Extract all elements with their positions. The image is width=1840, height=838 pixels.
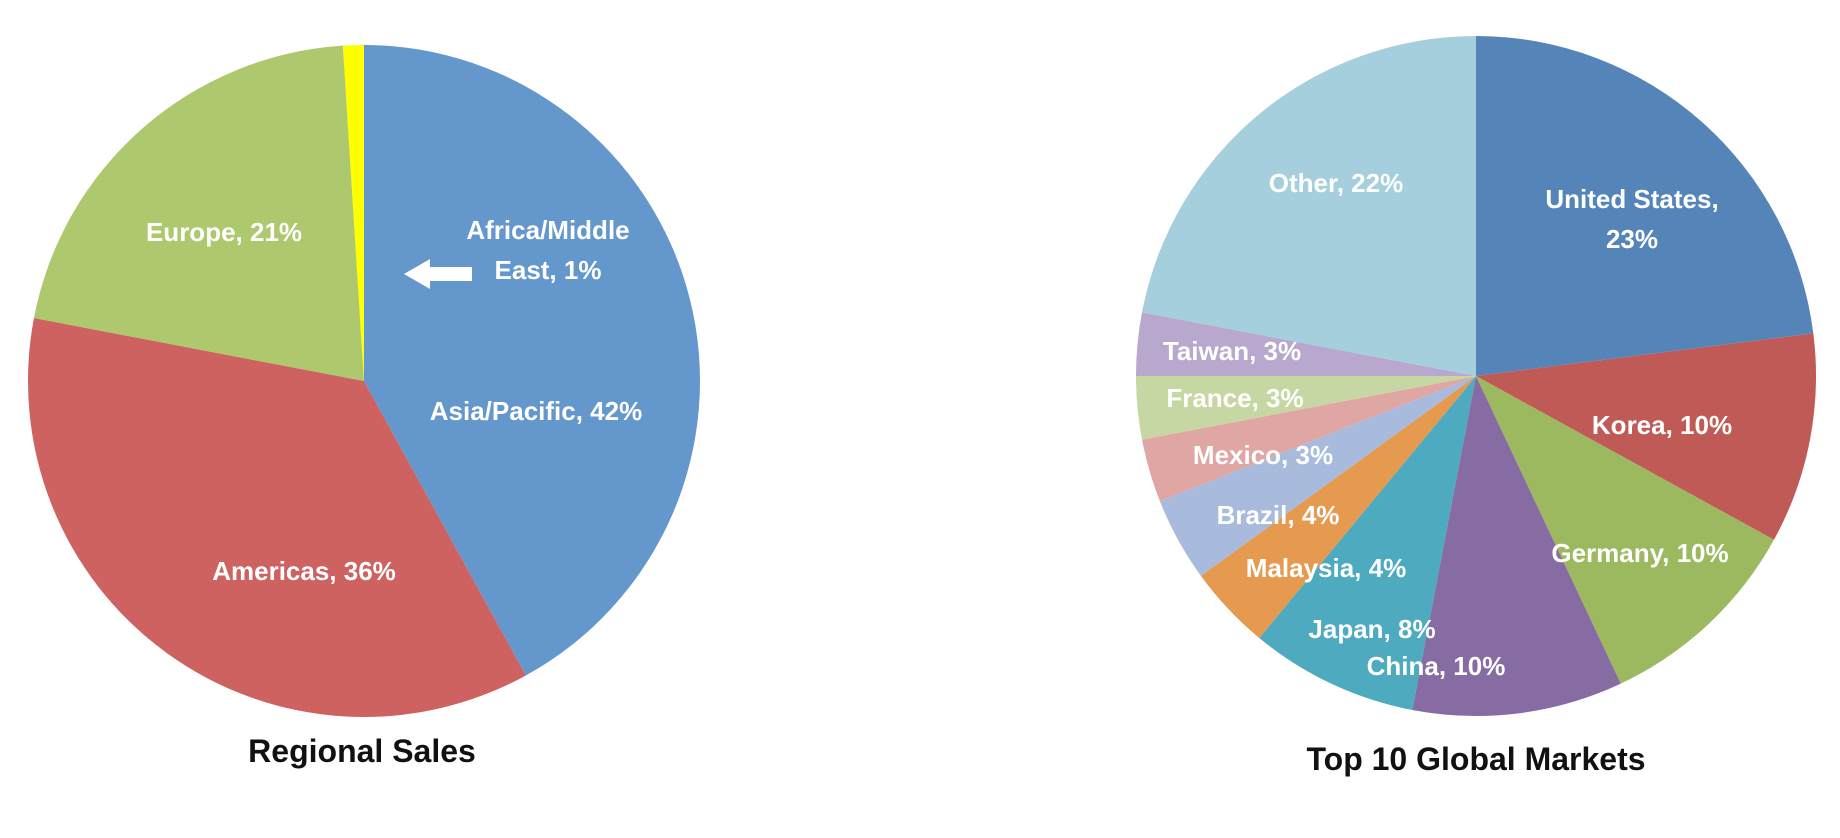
regional-sales-pie: Asia/Pacific, 42% Americas, 36% Europe, 21… bbox=[27, 44, 701, 718]
pie-slice-brazil bbox=[1159, 376, 1476, 576]
data-label-taiwan: Taiwan, 3% bbox=[1163, 336, 1301, 366]
pie-slice-asia-pacific bbox=[364, 45, 701, 676]
data-label-brazil: Brazil, 4% bbox=[1217, 500, 1340, 530]
pie-slice-other bbox=[1142, 36, 1476, 376]
top-10-markets-title: Top 10 Global Markets bbox=[1306, 741, 1645, 777]
pie-slice-mexico bbox=[1142, 376, 1476, 502]
data-label-korea: Korea, 10% bbox=[1592, 410, 1732, 440]
data-label-china: China, 10% bbox=[1367, 651, 1506, 681]
pie-slice-japan bbox=[1259, 376, 1476, 710]
regional-sales-title: Regional Sales bbox=[248, 733, 476, 769]
data-label-americas: Americas, 36% bbox=[212, 556, 396, 586]
data-label-mexico: Mexico, 3% bbox=[1193, 440, 1333, 470]
data-label-germany: Germany, 10% bbox=[1551, 538, 1728, 568]
left-arrow-icon bbox=[404, 259, 472, 289]
data-label-other: Other, 22% bbox=[1269, 168, 1403, 198]
pie-slice-korea bbox=[1476, 333, 1816, 540]
data-label-france: France, 3% bbox=[1166, 383, 1303, 413]
data-label-africa-middle-east: Africa/Middle East, 1% bbox=[466, 215, 629, 285]
pie-slice-africa-middle-east bbox=[342, 44, 364, 381]
pie-slice-germany bbox=[1476, 376, 1774, 684]
data-label-europe: Europe, 21% bbox=[146, 217, 302, 247]
data-label-malaysia: Malaysia, 4% bbox=[1246, 553, 1406, 583]
data-label-united-states: United States, 23% bbox=[1545, 184, 1718, 254]
pie-slice-china bbox=[1412, 376, 1621, 717]
pie-slice-united-states bbox=[1476, 36, 1814, 376]
pie-slice-taiwan bbox=[1136, 312, 1476, 376]
data-label-asia-pacific: Asia/Pacific, 42% bbox=[430, 396, 642, 426]
pie-slice-malaysia bbox=[1200, 376, 1476, 638]
pie-slice-americas bbox=[27, 318, 526, 718]
pie-slice-europe bbox=[33, 45, 364, 381]
pie-slice-france bbox=[1136, 376, 1476, 440]
top-10-markets-pie: United States, 23% Korea, 10% Germany, 10% C… bbox=[1136, 36, 1816, 717]
data-label-japan: Japan, 8% bbox=[1308, 614, 1435, 644]
